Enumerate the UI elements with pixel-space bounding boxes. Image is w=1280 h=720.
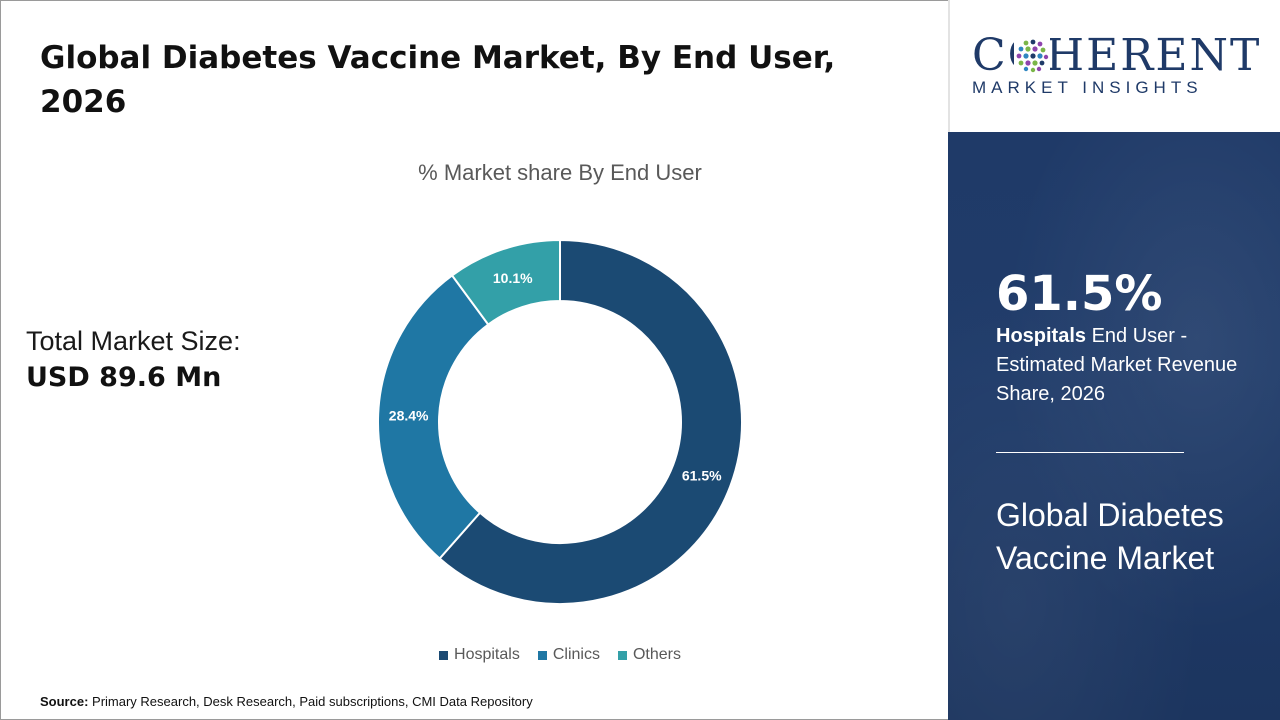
data-label-clinics: 28.4% [389,407,429,423]
page-title: Global Diabetes Vaccine Market, By End U… [40,40,836,120]
donut-slice-hospitals [438,238,743,605]
source-note: Source: Primary Research, Desk Research,… [40,694,533,709]
highlight-panel: 61.5% Hospitals End User - Estimated Mar… [948,132,1280,720]
market-size-label: Total Market Size: [26,326,241,356]
data-label-others: 10.1% [493,270,533,286]
source-text: Primary Research, Desk Research, Paid su… [92,694,533,709]
highlight-stat-segment: Hospitals [996,325,1087,347]
highlight-stat-text: End User - Estimated Market Revenue Shar… [996,325,1238,405]
panel-background-map [948,132,1280,720]
chart-title: % Market share By End User [418,160,702,185]
legend-swatch-clinics [537,650,547,660]
legend-swatch-hospitals [439,650,449,660]
legend-label-others: Others [632,646,681,663]
logo-tagline: MARKET INSIGHTS [972,78,1203,97]
legend-label-hospitals: Hospitals [454,646,520,663]
legend-swatch-others [617,650,627,660]
donut-chart: 61.5% 28.4% 10.1% [377,238,743,605]
donut-slice-clinics [377,274,490,560]
donut-slice-others [450,238,561,326]
source-label: Source: [40,694,89,709]
legend-label-clinics: Clinics [552,646,600,663]
data-label-hospitals: 61.5% [682,468,722,484]
legend-item-hospitals: Hospitals [439,646,520,664]
panel-rule [996,452,1184,453]
panel-market-name: Global Diabetes Vaccine Market [996,497,1224,576]
chart-legend: Hospitals Clinics Others [300,646,820,664]
logo-dots-icon [1014,37,1050,73]
highlight-stat-description: Hospitals End User - Estimated Market Re… [996,322,1256,409]
logo: COHERENT MARKET INSIGHTS [950,0,1280,132]
legend-item-others: Others [617,646,681,664]
highlight-stat-value: 61.5% [996,266,1163,322]
legend-item-clinics: Clinics [537,646,600,664]
market-size-value: USD 89.6 Mn [26,362,222,393]
panel-divider [948,0,950,132]
